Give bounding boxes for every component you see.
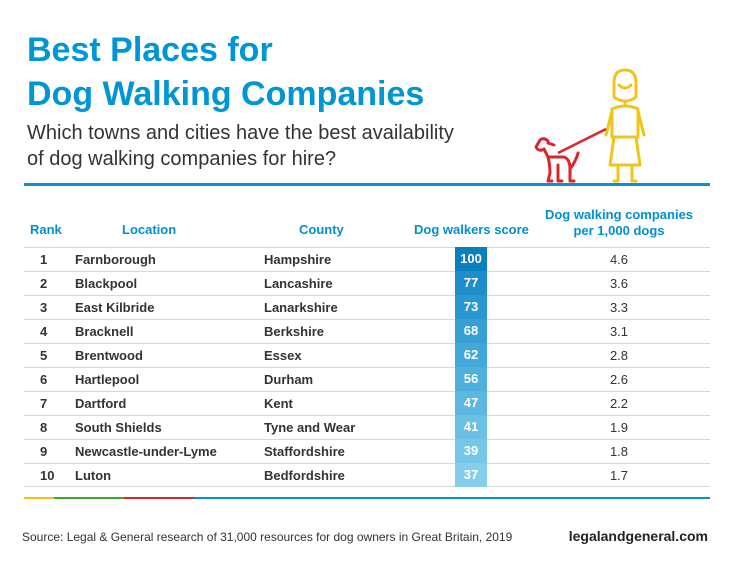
score-cell: 73 [455, 295, 487, 319]
score-cell: 41 [455, 415, 487, 439]
location-cell: Hartlepool [75, 372, 140, 387]
county-cell: Hampshire [264, 252, 332, 267]
table-row: 3 East Kilbride Lanarkshire 73 3.3 [24, 295, 710, 319]
table-row: 5 Brentwood Essex 62 2.8 [24, 343, 710, 367]
county-cell: Kent [264, 396, 293, 411]
rank-cell: 5 [40, 348, 48, 363]
column-header-location: Location [122, 222, 177, 237]
score-cell: 100 [455, 247, 487, 271]
table-row: 6 Hartlepool Durham 56 2.6 [24, 367, 710, 391]
score-cell: 37 [455, 463, 487, 487]
county-cell: Berkshire [264, 324, 324, 339]
score-cell: 39 [455, 439, 487, 463]
companies-header-line-1: Dog walking companies [544, 207, 694, 222]
table-body: 1 Farnborough Hampshire 100 4.6 2 Blackp… [24, 247, 710, 487]
county-cell: Staffordshire [264, 444, 345, 459]
accent-segment-green [54, 497, 124, 499]
companies-cell: 1.8 [609, 444, 629, 459]
county-cell: Durham [264, 372, 314, 387]
table-row: 1 Farnborough Hampshire 100 4.6 [24, 247, 710, 271]
companies-cell: 1.9 [609, 420, 629, 435]
table-header: Rank Location County Dog walkers score D… [24, 200, 710, 245]
rank-cell: 2 [40, 276, 48, 291]
companies-cell: 3.1 [609, 324, 629, 339]
county-cell: Essex [264, 348, 302, 363]
accent-segment-red [124, 497, 194, 499]
rank-cell: 1 [40, 252, 48, 267]
column-header-companies: Dog walking companies per 1,000 dogs [544, 207, 694, 239]
rank-cell: 4 [40, 324, 48, 339]
table-row: 9 Newcastle-under-Lyme Staffordshire 39 … [24, 439, 710, 463]
table-row: 10 Luton Bedfordshire 37 1.7 [24, 463, 710, 487]
score-cell: 62 [455, 343, 487, 367]
location-cell: Blackpool [75, 276, 138, 291]
brand-link[interactable]: legalandgeneral.com [568, 528, 708, 544]
companies-cell: 4.6 [609, 252, 629, 267]
table-row: 8 South Shields Tyne and Wear 41 1.9 [24, 415, 710, 439]
companies-cell: 2.6 [609, 372, 629, 387]
location-cell: Luton [75, 468, 112, 483]
woman-walking-dog-icon [534, 68, 646, 183]
title-line-2: Dog Walking Companies [27, 75, 425, 113]
column-header-rank: Rank [30, 222, 62, 237]
score-cell: 47 [455, 391, 487, 415]
location-cell: Farnborough [75, 252, 156, 267]
column-header-score: Dog walkers score [414, 222, 529, 237]
page-title: Best Places for Dog Walking Companies [27, 28, 424, 116]
county-cell: Lanarkshire [264, 300, 338, 315]
score-cell: 68 [455, 319, 487, 343]
table-row: 2 Blackpool Lancashire 77 3.6 [24, 271, 710, 295]
rank-cell: 6 [40, 372, 48, 387]
subtitle: Which towns and cities have the best ava… [27, 120, 527, 172]
score-cell: 77 [455, 271, 487, 295]
companies-cell: 2.2 [609, 396, 629, 411]
location-cell: Brentwood [75, 348, 143, 363]
table-row: 4 Bracknell Berkshire 68 3.1 [24, 319, 710, 343]
county-cell: Lancashire [264, 276, 333, 291]
location-cell: Bracknell [75, 324, 134, 339]
rank-cell: 9 [40, 444, 48, 459]
location-cell: East Kilbride [75, 300, 155, 315]
companies-header-line-2: per 1,000 dogs [573, 223, 665, 238]
companies-cell: 2.8 [609, 348, 629, 363]
county-cell: Tyne and Wear [264, 420, 356, 435]
column-header-county: County [299, 222, 344, 237]
title-line-1: Best Places for [27, 31, 273, 69]
table-row: 7 Dartford Kent 47 2.2 [24, 391, 710, 415]
bottom-divider [24, 497, 710, 499]
rank-cell: 10 [40, 468, 55, 483]
companies-cell: 3.6 [609, 276, 629, 291]
county-cell: Bedfordshire [264, 468, 345, 483]
location-cell: South Shields [75, 420, 162, 435]
subtitle-line-2: of dog walking companies for hire? [27, 148, 337, 170]
score-cell: 56 [455, 367, 487, 391]
rank-cell: 7 [40, 396, 48, 411]
rank-cell: 3 [40, 300, 48, 315]
companies-cell: 3.3 [609, 300, 629, 315]
location-cell: Dartford [75, 396, 127, 411]
location-cell: Newcastle-under-Lyme [75, 444, 217, 459]
accent-segment-yellow [24, 497, 54, 499]
rank-cell: 8 [40, 420, 48, 435]
subtitle-line-1: Which towns and cities have the best ava… [27, 122, 454, 144]
source-note: Source: Legal & General research of 31,0… [22, 530, 513, 544]
companies-cell: 1.7 [609, 468, 629, 483]
top-divider [24, 183, 710, 186]
